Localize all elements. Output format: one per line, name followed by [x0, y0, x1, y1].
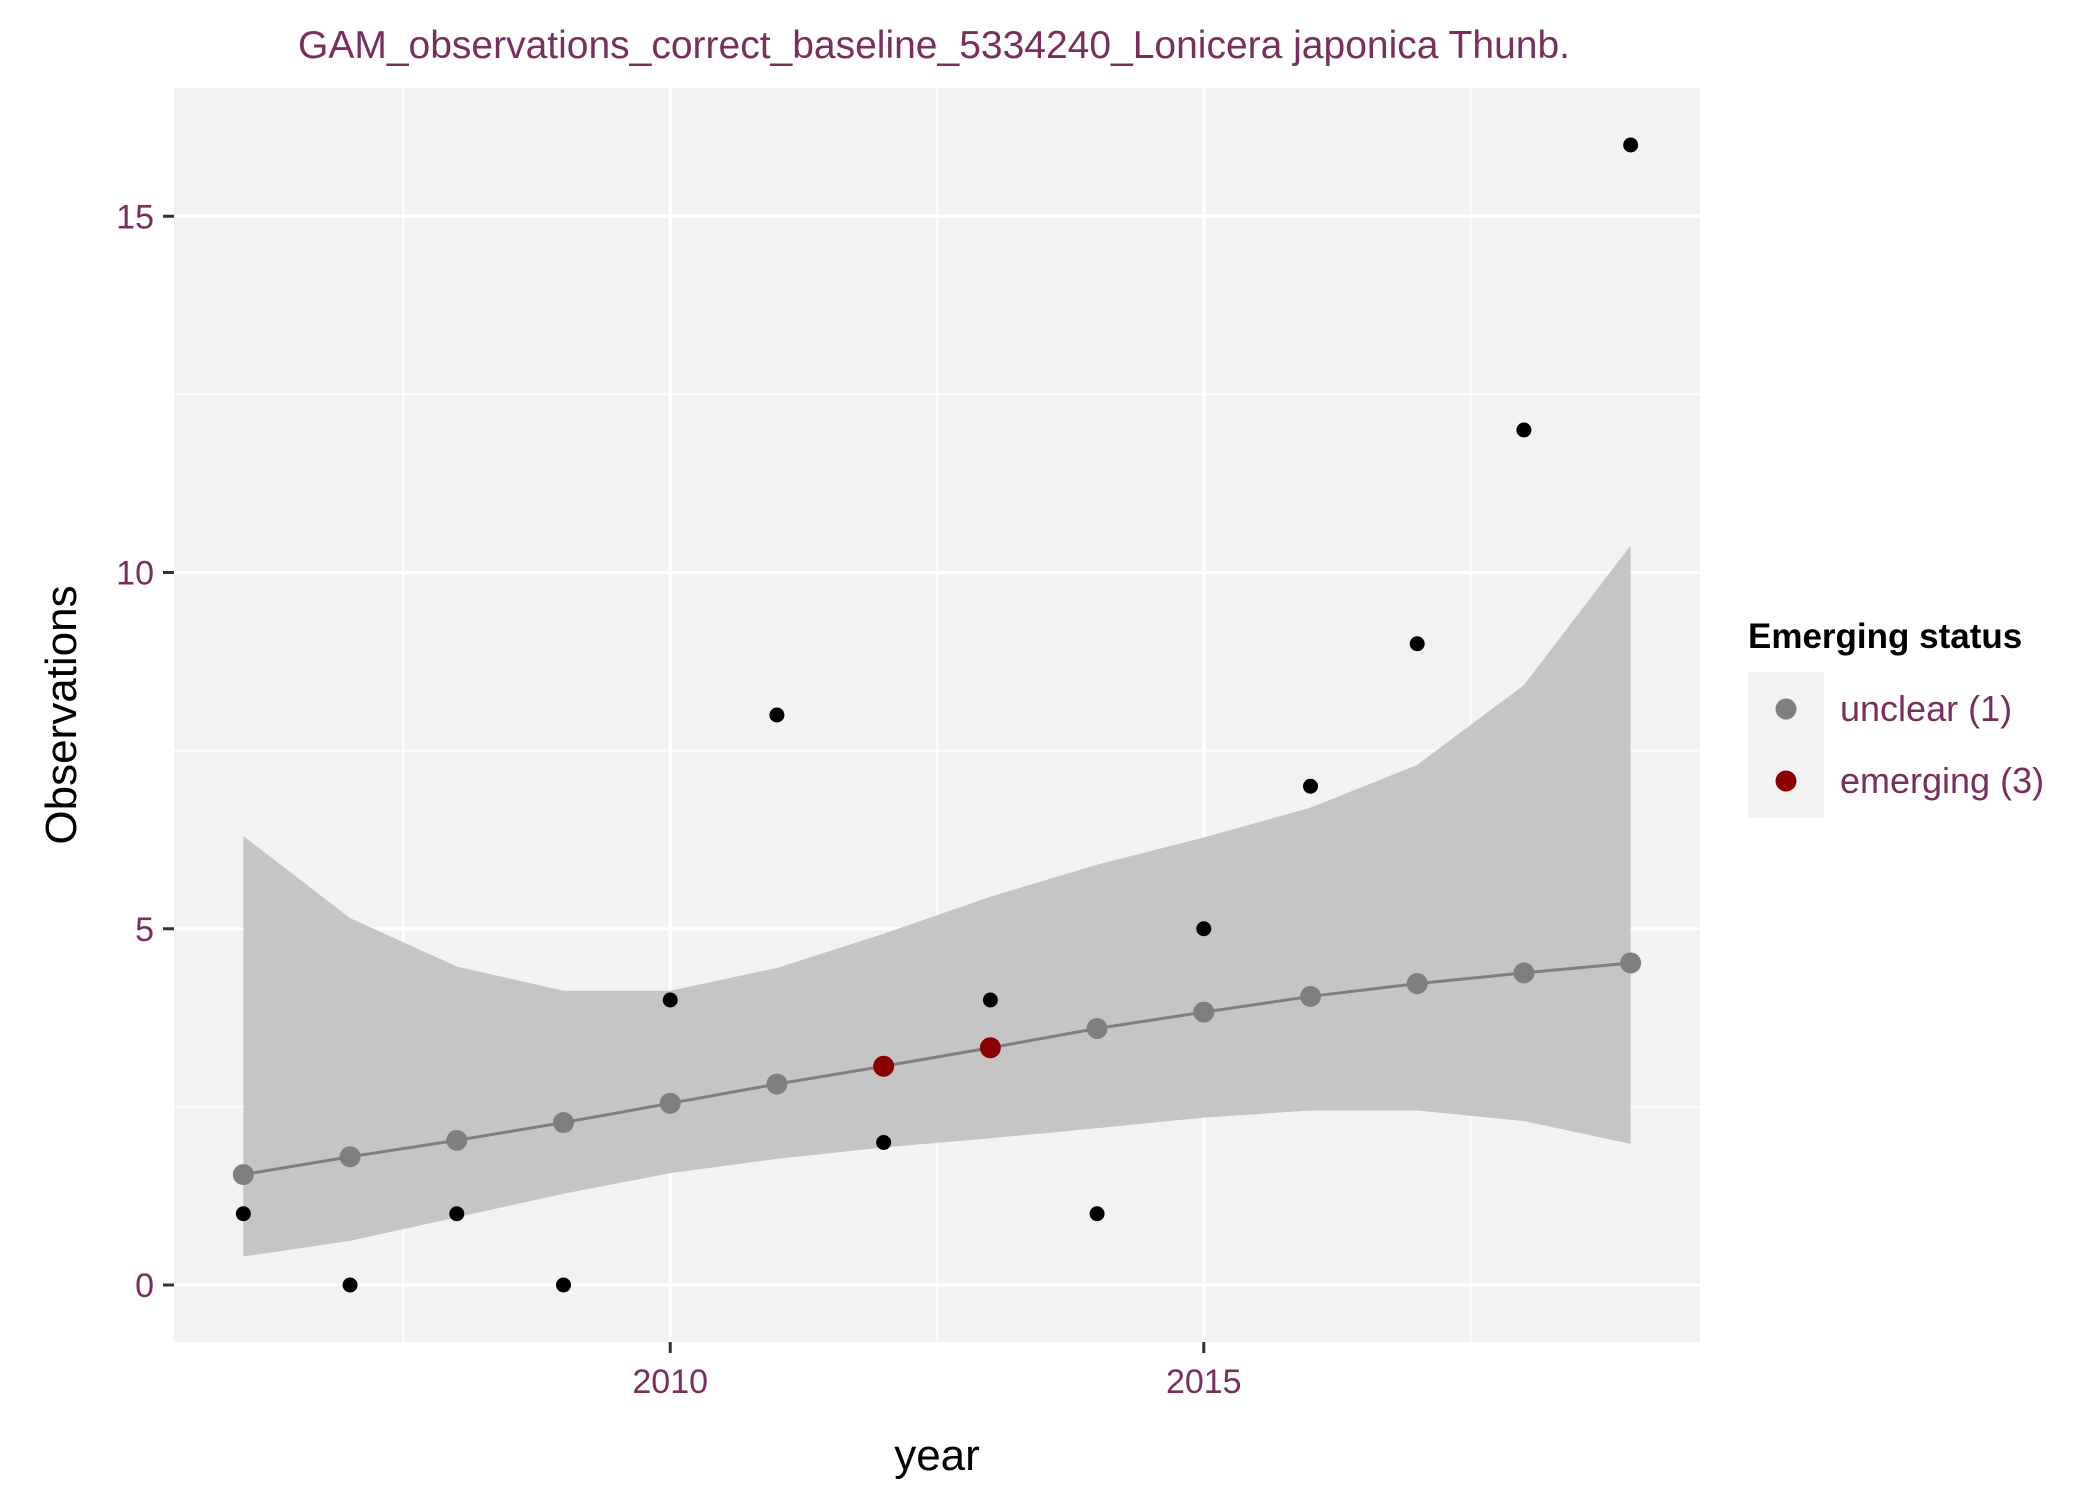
legend-label-unclear: unclear (1) [1840, 688, 2012, 729]
observed-point [342, 1277, 358, 1293]
x-tick-label: 2015 [1166, 1363, 1242, 1401]
x-axis: 2010 2015 [632, 1342, 1242, 1401]
fit-point-emerging [979, 1037, 1001, 1059]
y-axis: 0 5 10 15 [116, 198, 174, 1305]
x-axis-title: year [894, 1431, 980, 1480]
observed-point [1089, 1206, 1105, 1222]
fit-point-unclear [659, 1092, 681, 1114]
y-tick-label: 0 [135, 1267, 154, 1305]
observed-point [449, 1206, 465, 1222]
confidence-ribbon [243, 545, 1631, 1257]
legend-key-unclear [1775, 698, 1797, 720]
observed-point [1516, 422, 1532, 438]
fit-points [232, 952, 1642, 1186]
fit-point-unclear [553, 1112, 575, 1134]
observed-point [876, 1135, 892, 1150]
legend-label-emerging: emerging (3) [1840, 760, 2044, 801]
fit-point-unclear [1513, 962, 1535, 984]
observed-point [662, 992, 678, 1008]
observed-point [982, 992, 998, 1008]
fit-point-unclear [1086, 1018, 1108, 1039]
y-tick-label: 15 [116, 198, 154, 236]
fit-point-unclear [766, 1073, 788, 1095]
y-axis-title: Observations [37, 585, 86, 844]
observed-point [769, 707, 785, 723]
observed-points [235, 137, 1639, 1293]
fit-point-unclear [232, 1164, 254, 1186]
fit-point-unclear [339, 1146, 361, 1168]
y-tick-label: 5 [135, 911, 154, 949]
chart-title: GAM_observations_correct_baseline_533424… [298, 24, 1570, 67]
fit-point-unclear [446, 1129, 468, 1151]
confidence-band [243, 545, 1631, 1257]
fit-point-unclear [1193, 1001, 1215, 1023]
legend: Emerging status unclear (1) emerging (3) [1748, 617, 2044, 818]
legend-key-background [1748, 672, 1824, 818]
x-tick-label: 2010 [632, 1363, 708, 1401]
observed-point [1302, 778, 1318, 794]
observed-point [556, 1277, 572, 1293]
legend-title: Emerging status [1748, 617, 2022, 656]
fit-line [243, 961, 1631, 1177]
fit-point-unclear [1299, 985, 1321, 1007]
fit-point-emerging [873, 1055, 895, 1077]
observed-point [235, 1206, 251, 1222]
y-tick-label: 10 [116, 555, 154, 593]
fit-point-unclear [1406, 973, 1428, 995]
fit-line-path [243, 961, 1631, 1177]
observed-point [1409, 636, 1425, 652]
fit-point-unclear [1620, 952, 1642, 974]
observed-point [1196, 921, 1212, 937]
legend-key-emerging [1775, 770, 1797, 792]
observed-point [1623, 137, 1639, 153]
